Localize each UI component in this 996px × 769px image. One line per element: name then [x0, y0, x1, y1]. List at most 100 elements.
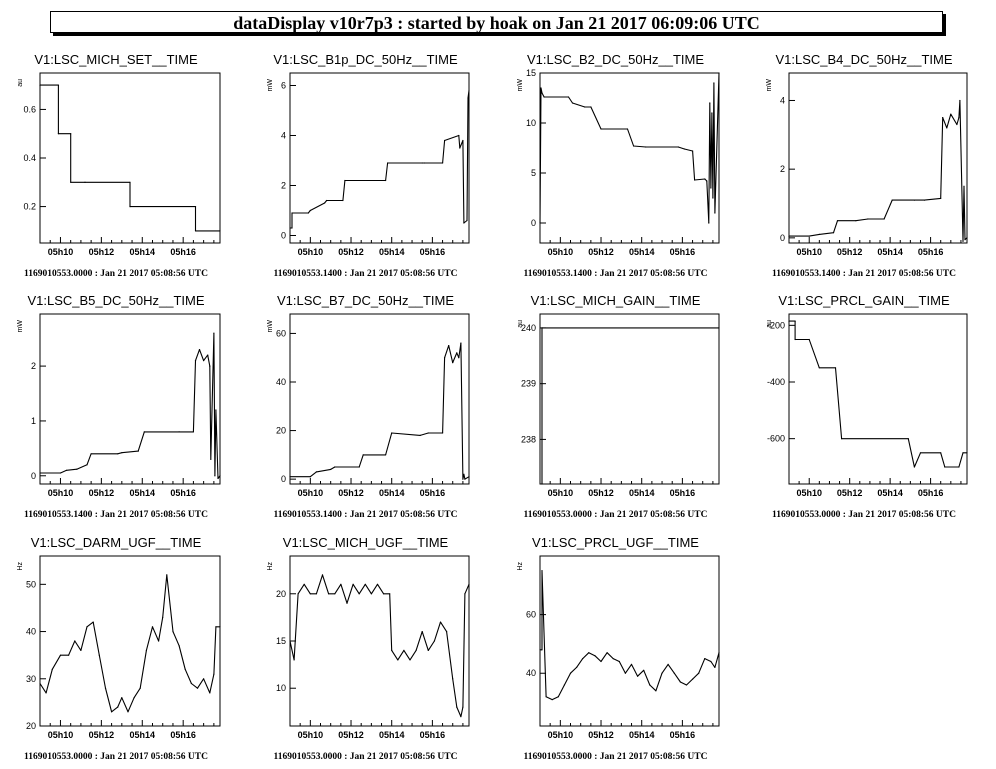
- data-point: [883, 218, 885, 220]
- data-point: [57, 133, 60, 135]
- y-tick-label: 40: [526, 668, 536, 678]
- y-unit-label: Hz: [517, 562, 524, 571]
- data-point: [117, 453, 119, 455]
- data-point: [439, 621, 442, 623]
- x-tick-label: 05h14: [877, 488, 903, 498]
- data-point: [57, 84, 60, 86]
- data-point: [442, 162, 444, 164]
- chart-title: V1:LSC_B1p_DC_50Hz__TIME: [273, 52, 458, 67]
- data-point: [68, 654, 70, 656]
- data-point: [194, 360, 197, 362]
- data-point: [143, 431, 145, 433]
- x-tick-label: 05h16: [420, 488, 446, 498]
- data-point: [210, 458, 212, 460]
- data-point: [397, 659, 399, 661]
- data-point: [303, 583, 305, 585]
- data-point: [209, 365, 211, 367]
- data-point: [219, 230, 221, 232]
- data-point: [713, 82, 715, 84]
- data-point: [714, 212, 716, 214]
- plot-frame: [539, 313, 720, 485]
- data-point: [203, 360, 205, 362]
- chart-footer: 1169010553.0000 : Jan 21 2017 05:08:56 U…: [772, 510, 956, 520]
- data-point: [184, 668, 186, 670]
- y-tick-label: 239: [521, 379, 536, 389]
- x-tick-label: 05h12: [338, 488, 364, 498]
- data-point: [582, 658, 584, 660]
- y-tick-label: 15: [276, 636, 286, 646]
- x-tick-label: 05h14: [629, 488, 655, 498]
- y-unit-label: mW: [517, 79, 524, 92]
- x-tick-label: 05h12: [588, 730, 614, 740]
- data-point: [219, 626, 221, 628]
- data-point: [172, 631, 174, 633]
- data-point: [309, 593, 311, 595]
- plot-frame: [788, 72, 968, 244]
- y-tick-label: 20: [276, 426, 286, 436]
- data-series-line: [540, 570, 720, 701]
- x-tick-label: 05h12: [588, 488, 614, 498]
- data-point: [309, 476, 311, 478]
- y-tick-label: 0: [31, 471, 36, 481]
- x-tick-label: 05h14: [379, 247, 405, 257]
- data-point: [645, 146, 647, 148]
- data-point: [464, 593, 466, 595]
- data-point: [423, 162, 425, 164]
- data-point: [919, 452, 922, 454]
- data-point: [427, 432, 429, 434]
- data-point: [215, 626, 217, 628]
- data-point: [958, 466, 960, 468]
- data-point: [694, 179, 696, 181]
- x-tick-label: 05h16: [670, 488, 696, 498]
- data-point: [946, 127, 948, 129]
- x-tick-label: 05h10: [298, 488, 324, 498]
- x-tick-label: 05h14: [130, 730, 156, 740]
- data-point: [808, 235, 810, 237]
- data-point: [966, 237, 968, 239]
- data-point: [192, 431, 194, 433]
- data-point: [415, 649, 417, 652]
- data-point: [655, 690, 657, 692]
- data-point: [433, 640, 435, 642]
- data-point: [458, 357, 460, 359]
- chart-title: V1:LSC_B7_DC_50Hz__TIME: [277, 293, 454, 308]
- chart-title: V1:LSC_PRCL_UGF__TIME: [532, 535, 699, 550]
- data-point: [315, 471, 317, 473]
- data-point: [385, 454, 387, 456]
- data-point: [104, 687, 107, 689]
- data-point: [539, 222, 541, 224]
- data-point: [362, 454, 364, 456]
- plot-frame: [788, 313, 968, 485]
- data-point: [540, 87, 542, 89]
- data-point: [584, 106, 586, 108]
- data-point: [643, 669, 645, 671]
- x-tick-label: 05h14: [379, 488, 405, 498]
- plot-frame: [289, 555, 470, 727]
- data-point: [129, 206, 131, 208]
- data-point: [59, 654, 62, 656]
- data-point: [307, 212, 309, 214]
- x-tick-label: 05h12: [89, 488, 115, 498]
- y-tick-label: 238: [521, 434, 536, 444]
- data-point: [324, 202, 326, 204]
- data-point: [463, 222, 465, 224]
- data-point: [541, 649, 543, 651]
- data-point: [334, 593, 336, 595]
- data-point: [539, 649, 541, 651]
- data-point: [692, 678, 694, 680]
- data-point: [344, 179, 346, 182]
- data-point: [456, 706, 458, 708]
- x-tick-label: 05h10: [48, 730, 74, 740]
- y-tick-label: 0: [780, 233, 785, 243]
- y-tick-label: -400: [767, 377, 785, 387]
- data-point: [39, 84, 41, 86]
- data-point: [571, 102, 574, 104]
- data-point: [698, 672, 700, 674]
- data-series-line: [40, 84, 220, 232]
- x-tick-label: 05h10: [796, 488, 822, 498]
- data-point: [711, 112, 713, 114]
- data-series-line: [40, 332, 221, 480]
